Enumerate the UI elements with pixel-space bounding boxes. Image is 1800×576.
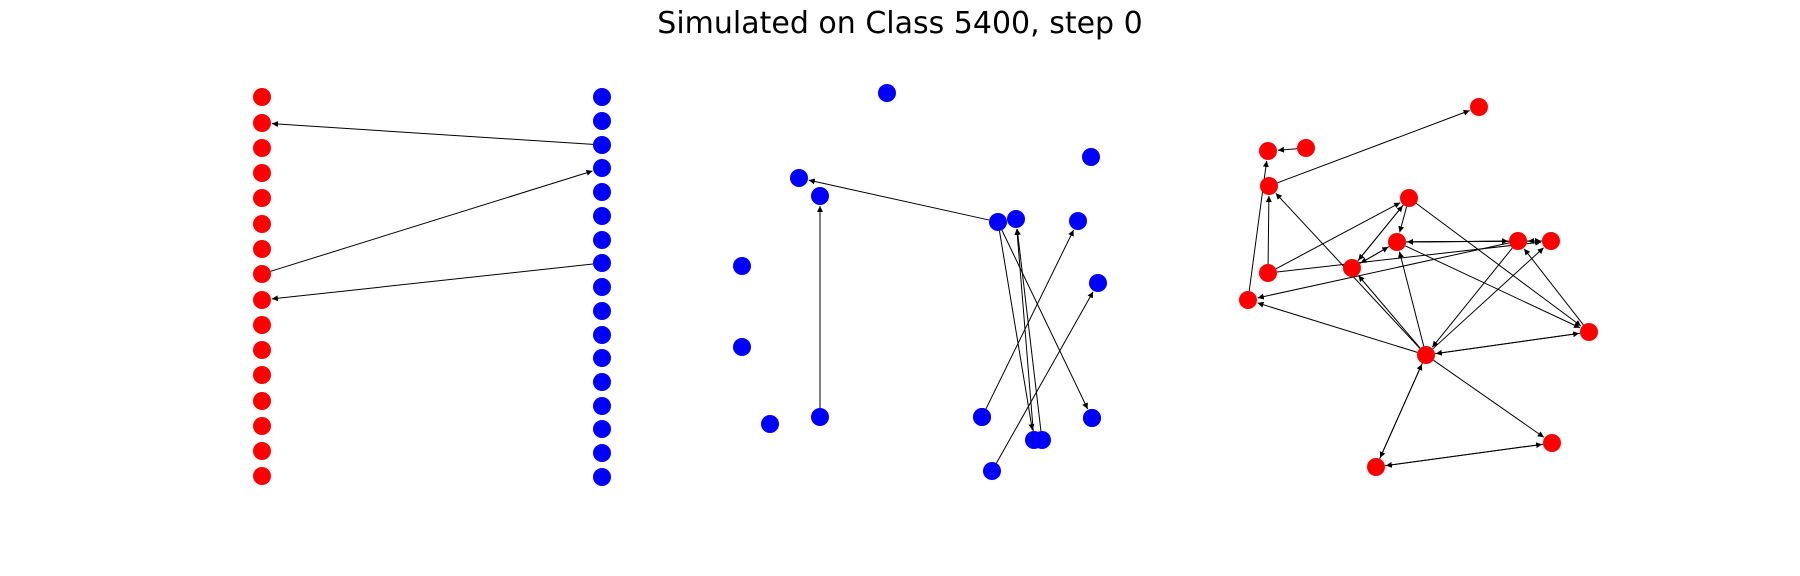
node-O <box>1543 434 1561 452</box>
node-b3 <box>593 159 611 177</box>
node-r2 <box>253 139 271 157</box>
node-I <box>1388 233 1406 251</box>
edge-s-j <box>995 291 1094 464</box>
node-r11 <box>253 366 271 384</box>
edge-F-D <box>1275 202 1401 270</box>
edge-L-O <box>1433 359 1545 438</box>
node-b6 <box>593 231 611 249</box>
figure-title: Simulated on Class 5400, step 0 <box>657 6 1143 41</box>
node-r8 <box>253 291 271 309</box>
node-h <box>1069 212 1087 230</box>
node-b13 <box>593 397 611 415</box>
blue-graph-panel <box>733 84 1107 480</box>
edge-f-a <box>808 178 990 221</box>
node-b9 <box>593 302 611 320</box>
node-b12 <box>593 373 611 391</box>
node-M <box>1580 323 1598 341</box>
node-G <box>1239 291 1257 309</box>
node-q <box>1083 409 1101 427</box>
node-r12 <box>253 392 271 410</box>
node-r0 <box>253 88 271 106</box>
node-b16 <box>593 468 611 486</box>
node-b10 <box>593 326 611 344</box>
red-graph-panel <box>1239 98 1598 476</box>
node-r14 <box>253 442 271 460</box>
node-A <box>1470 98 1488 116</box>
node-D <box>1400 189 1418 207</box>
edge-D-I <box>1398 206 1408 233</box>
node-b11 <box>593 349 611 367</box>
edge-b7-r8 <box>271 263 594 302</box>
edge-b2-r1 <box>271 121 594 145</box>
edge-I-H <box>1360 246 1390 264</box>
edge-M-J <box>1523 248 1584 326</box>
node-r5 <box>253 215 271 233</box>
node-r7 <box>253 265 271 283</box>
node-r10 <box>253 341 271 359</box>
edge-L-I <box>1398 251 1425 347</box>
edge-O-N <box>1385 443 1544 468</box>
edge-D-H <box>1357 204 1404 261</box>
node-p <box>811 408 829 426</box>
node-r4 <box>253 189 271 207</box>
edge-I-M <box>1404 245 1581 329</box>
edge-L-H <box>1358 275 1421 349</box>
node-b8 <box>593 278 611 296</box>
edge-C-B <box>1277 146 1298 153</box>
node-F <box>1259 264 1277 282</box>
node-r13 <box>253 417 271 435</box>
node-b <box>811 187 829 205</box>
node-r3 <box>253 164 271 182</box>
edge-L-K <box>1432 247 1544 350</box>
edge-o-g <box>1014 228 1042 432</box>
edge-r7-b3 <box>270 169 593 272</box>
node-g <box>1007 210 1025 228</box>
node-t <box>878 84 896 102</box>
edge-f-n <box>998 230 1035 431</box>
node-j <box>1089 274 1107 292</box>
node-r9 <box>253 316 271 334</box>
bipartite-panel <box>253 88 611 486</box>
node-C <box>1297 139 1315 157</box>
node-b0 <box>593 88 611 106</box>
node-J <box>1509 232 1527 250</box>
node-i <box>1082 148 1100 166</box>
node-a <box>790 169 808 187</box>
edge-f-q <box>1001 229 1089 410</box>
edge-I-J <box>1405 238 1509 245</box>
node-e <box>761 415 779 433</box>
node-c <box>733 257 751 275</box>
edge-L-G <box>1257 301 1418 353</box>
node-b15 <box>593 444 611 462</box>
node-N <box>1367 458 1385 476</box>
node-s <box>983 462 1001 480</box>
node-f <box>989 213 1007 231</box>
node-o <box>1033 431 1051 449</box>
node-b4 <box>593 183 611 201</box>
edge-F-E <box>1265 195 1272 265</box>
node-b7 <box>593 254 611 272</box>
node-m <box>973 408 991 426</box>
node-r6 <box>253 240 271 258</box>
node-K <box>1542 232 1560 250</box>
node-L <box>1417 346 1435 364</box>
node-E <box>1260 177 1278 195</box>
edge-m-h <box>985 229 1075 410</box>
node-r15 <box>253 467 271 485</box>
edge-L-N <box>1379 363 1423 459</box>
edge-J-L <box>1431 247 1513 348</box>
edge-E-A <box>1277 109 1470 184</box>
node-r1 <box>253 114 271 132</box>
node-d <box>733 338 751 356</box>
node-b5 <box>593 207 611 225</box>
node-b1 <box>593 112 611 130</box>
edge-F-K <box>1276 239 1542 273</box>
node-H <box>1343 259 1361 277</box>
node-b14 <box>593 420 611 438</box>
edge-M-L <box>1435 332 1581 356</box>
edge-J-G <box>1257 242 1510 300</box>
node-B <box>1259 142 1277 160</box>
node-b2 <box>593 136 611 154</box>
